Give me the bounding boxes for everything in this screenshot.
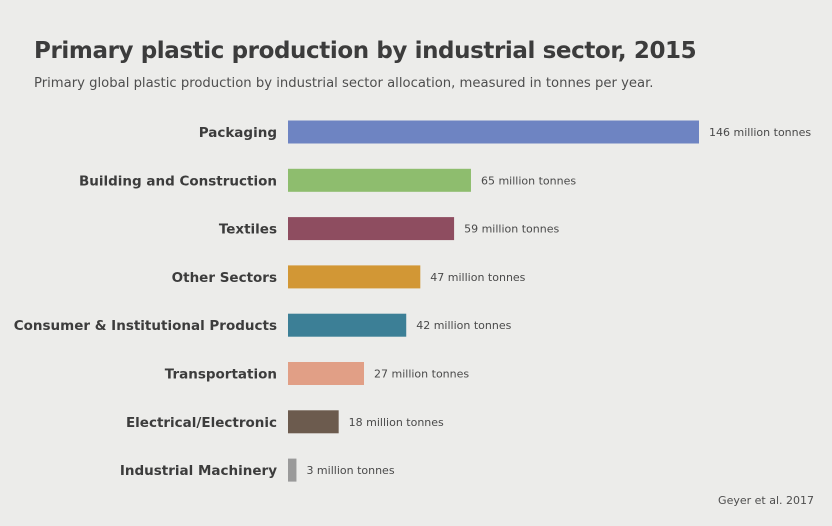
value-label: 47 million tonnes	[430, 271, 525, 284]
bar	[288, 458, 297, 482]
bar	[288, 410, 339, 434]
category-label: Electrical/Electronic	[126, 415, 277, 431]
value-label: 146 million tonnes	[709, 126, 811, 139]
bar	[288, 120, 699, 144]
bar	[288, 362, 365, 385]
bar	[288, 313, 407, 337]
source-note: Geyer et al. 2017	[718, 494, 814, 507]
value-label: 59 million tonnes	[464, 223, 559, 236]
category-label: Industrial Machinery	[120, 463, 277, 479]
bar	[288, 168, 471, 192]
value-label: 65 million tonnes	[481, 174, 576, 187]
value-label: 42 million tonnes	[416, 319, 511, 332]
bar-group: Industrial Machinery 3 million tonnes	[120, 458, 395, 482]
bar	[288, 217, 455, 241]
bar-group: Other Sectors 47 million tonnes	[172, 265, 526, 289]
value-label: 3 million tonnes	[306, 464, 394, 477]
category-label: Textiles	[219, 222, 277, 238]
bar-group: Textiles 59 million tonnes	[219, 217, 559, 241]
bar-group: Building and Construction 65 million tonn…	[79, 168, 576, 192]
bar-group: Consumer & Institutional Products 42 mill…	[14, 313, 512, 337]
bar-group: Electrical/Electronic 18 million tonnes	[126, 410, 444, 434]
category-label: Building and Construction	[79, 173, 277, 189]
category-label: Transportation	[165, 367, 277, 383]
bar-group: Packaging 146 million tonnes	[199, 120, 811, 144]
value-label: 27 million tonnes	[374, 368, 469, 381]
chart-title: Primary plastic production by industrial…	[34, 38, 697, 64]
value-label: 18 million tonnes	[349, 416, 444, 429]
category-label: Other Sectors	[172, 270, 277, 286]
category-label: Packaging	[199, 125, 277, 141]
bar	[288, 265, 421, 289]
category-label: Consumer & Institutional Products	[14, 318, 277, 334]
bar-group: Transportation 27 million tonnes	[165, 362, 469, 385]
chart-subtitle: Primary global plastic production by ind…	[34, 76, 654, 91]
